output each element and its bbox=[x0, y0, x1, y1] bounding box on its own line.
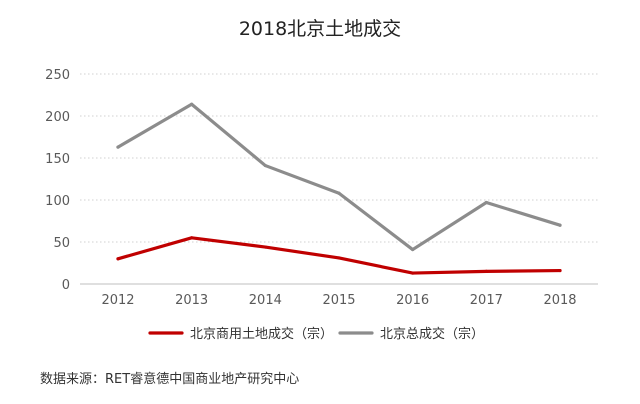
legend: 北京商用土地成交（宗） 北京总成交（宗） bbox=[148, 326, 484, 342]
x-tick-label: 2016 bbox=[396, 293, 429, 308]
data-point bbox=[190, 236, 194, 240]
series-line-total bbox=[116, 102, 562, 252]
data-point bbox=[484, 200, 488, 205]
x-tick-label: 2012 bbox=[101, 293, 134, 308]
y-tick-label: 50 bbox=[53, 236, 70, 251]
legend-label: 北京商用土地成交（宗） bbox=[190, 326, 333, 342]
data-point bbox=[190, 102, 194, 106]
data-point bbox=[116, 257, 120, 261]
data-point bbox=[411, 247, 415, 252]
y-tick-label: 200 bbox=[45, 110, 70, 125]
series-line-commercial bbox=[116, 236, 562, 275]
data-point bbox=[263, 163, 267, 168]
y-tick-label: 0 bbox=[62, 278, 70, 293]
legend-label: 北京总成交（宗） bbox=[380, 326, 484, 342]
x-tick-label: 2015 bbox=[322, 293, 355, 308]
y-tick-label: 100 bbox=[45, 194, 70, 209]
data-point bbox=[263, 245, 267, 249]
y-tick-label: 150 bbox=[45, 152, 70, 167]
data-point bbox=[337, 191, 341, 195]
data-point bbox=[558, 223, 562, 227]
chart-title: 2018北京土地成交 bbox=[238, 18, 402, 40]
data-point bbox=[116, 145, 120, 149]
x-tick-label: 2017 bbox=[470, 293, 503, 308]
data-point bbox=[411, 271, 415, 275]
x-tick-label: 2018 bbox=[543, 293, 576, 308]
x-tick-label: 2013 bbox=[175, 293, 208, 308]
grid-lines bbox=[80, 73, 598, 285]
source-note: 数据来源：RET睿意德中国商业地产研究中心 bbox=[40, 372, 300, 387]
data-point bbox=[558, 268, 562, 273]
x-axis-ticks: 2012 2013 2014 2015 2016 2017 2018 bbox=[101, 293, 576, 308]
x-tick-label: 2014 bbox=[249, 293, 282, 308]
data-point bbox=[484, 269, 488, 273]
series-lines bbox=[116, 102, 562, 275]
y-axis-ticks: 0 50 100 150 200 250 bbox=[45, 68, 70, 293]
data-point bbox=[337, 256, 341, 260]
y-tick-label: 250 bbox=[45, 68, 70, 83]
